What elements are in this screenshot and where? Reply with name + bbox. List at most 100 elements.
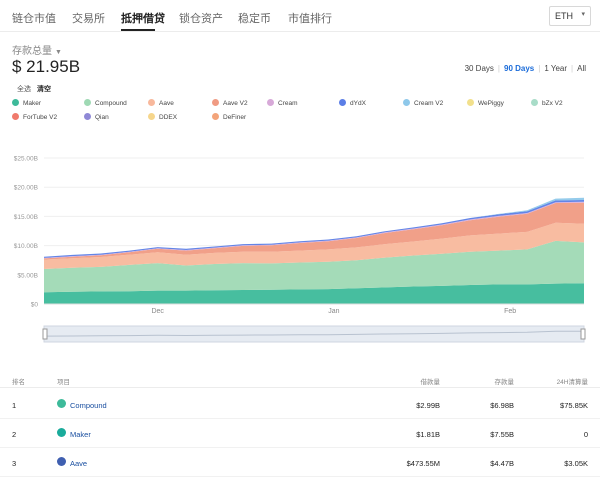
row-deposit: $6.98B	[490, 401, 514, 410]
legend-item-aave-v2[interactable]: Aave V2	[212, 99, 248, 108]
legend-dot-icon	[12, 99, 19, 106]
top-nav: 链仓市值 交易所 抵押借贷 锁仓资产 稳定币 市值排行 ETH ▾	[0, 0, 600, 32]
legend-dot-icon	[467, 99, 474, 106]
row-liquidation: 0	[583, 430, 588, 439]
range-separator: |	[538, 64, 541, 73]
legend-item-wepiggy[interactable]: WePiggy	[467, 99, 504, 108]
range-all[interactable]: All	[577, 64, 586, 73]
legend-item-cream-v2[interactable]: Cream V2	[403, 99, 443, 108]
legend-label: DDEX	[159, 114, 178, 121]
active-tab-indicator	[121, 29, 155, 31]
legend-item-dydx[interactable]: dYdX	[339, 99, 366, 108]
range-separator: |	[571, 64, 574, 73]
metric-dropdown[interactable]: 存款总量 ▼	[12, 42, 62, 57]
x-tick-label: Feb	[504, 308, 516, 315]
legend-item-bzx-v2[interactable]: bZx V2	[531, 99, 563, 108]
y-tick-label: $0	[31, 302, 39, 309]
header-deposit[interactable]: 存款量	[494, 379, 515, 386]
x-tick-label: Dec	[151, 308, 164, 315]
range-30-days[interactable]: 30 Days	[464, 64, 494, 73]
row-rank: 1	[12, 401, 17, 410]
project-link[interactable]: Compound	[70, 401, 107, 410]
legend-dot-icon	[148, 113, 155, 120]
row-deposit: $4.47B	[490, 459, 514, 468]
legend-item-maker[interactable]: Maker	[12, 99, 41, 108]
legend-label: Cream V2	[414, 100, 444, 107]
series-area-aave	[44, 222, 584, 269]
row-borrow: $473.55M	[406, 459, 440, 468]
y-tick-label: $20.00B	[14, 185, 38, 192]
tab-chain-market-cap[interactable]: 链仓市值	[12, 13, 56, 25]
legend-label: Cream	[278, 100, 298, 107]
tab-locked-assets[interactable]: 锁仓资产	[179, 13, 223, 25]
tab-exchanges[interactable]: 交易所	[72, 13, 105, 25]
table-header: 排名 项目 借款量 存款量 24H清算量	[0, 368, 600, 388]
y-tick-label: $10.00B	[14, 243, 38, 250]
row-liquidation: $3.05K	[564, 459, 588, 468]
project-link[interactable]: Aave	[70, 459, 88, 468]
legend-dot-icon	[84, 113, 91, 120]
series-area-compound	[44, 240, 584, 293]
legend-label: WePiggy	[478, 100, 504, 107]
clear-button[interactable]: 清空	[37, 86, 51, 93]
series-area-aave-v2	[44, 202, 584, 260]
tab-stablecoins[interactable]: 稳定币	[238, 13, 271, 25]
row-liquidation: $75.85K	[560, 401, 588, 410]
maker-icon	[57, 428, 66, 437]
legend-item-qian[interactable]: Qian	[84, 113, 109, 122]
legend-dot-icon	[339, 99, 346, 106]
legend-label: Maker	[23, 100, 42, 107]
range-90-days[interactable]: 90 Days	[504, 64, 535, 73]
legend-label: bZx V2	[542, 100, 563, 107]
table-row[interactable]: 2 Maker $1.81B $7.55B 0	[0, 419, 600, 448]
navigator-left-handle[interactable]	[42, 328, 48, 340]
legend-label: Aave	[159, 100, 174, 107]
project-link[interactable]: Maker	[70, 430, 91, 439]
tab-market-cap-ranking[interactable]: 市值排行	[288, 13, 332, 25]
legend-dot-icon	[148, 99, 155, 106]
legend-dot-icon	[84, 99, 91, 106]
range-navigator	[43, 325, 585, 343]
legend-item-aave[interactable]: Aave	[148, 99, 174, 108]
select-all-button[interactable]: 全选	[17, 86, 31, 93]
header-borrow[interactable]: 借款量	[420, 379, 441, 386]
range-separator: |	[497, 64, 500, 73]
y-tick-label: $15.00B	[14, 214, 38, 221]
compound-icon	[57, 399, 66, 408]
metric-label: 存款总量	[12, 46, 52, 57]
row-rank: 2	[12, 430, 17, 439]
navigator-right-handle[interactable]	[580, 328, 586, 340]
header-liquidation[interactable]: 24H清算量	[556, 379, 588, 386]
legend-dot-icon	[212, 113, 219, 120]
navigator-sparkline	[43, 330, 584, 337]
legend-dot-icon	[531, 99, 538, 106]
legend-label: dYdX	[350, 100, 366, 107]
legend-item-fortube-v2[interactable]: ForTube V2	[12, 113, 57, 122]
legend-item-cream[interactable]: Cream	[267, 99, 298, 108]
y-tick-label: $5.00B	[17, 272, 38, 279]
chart-legend: Maker Compound Aave Aave V2 Cream dYdX Cream V…	[12, 99, 592, 127]
row-deposit: $7.55B	[490, 430, 514, 439]
aave-icon	[57, 457, 66, 466]
header-rank: 排名	[12, 379, 25, 386]
chain-select-value: ETH	[555, 11, 573, 21]
legend-item-ddex[interactable]: DDEX	[148, 113, 177, 122]
row-borrow: $2.99B	[416, 401, 440, 410]
x-tick-label: Jan	[328, 308, 339, 315]
range-1-year[interactable]: 1 Year	[544, 64, 568, 73]
legend-dot-icon	[403, 99, 410, 106]
legend-label: Qian	[95, 114, 109, 121]
header-project: 项目	[57, 379, 70, 386]
legend-item-definer[interactable]: DeFiner	[212, 113, 246, 122]
chain-select[interactable]: ETH ▾	[549, 6, 591, 26]
table-row[interactable]: 3 Aave $473.55M $4.47B $3.05K	[0, 448, 600, 477]
series-area-maker	[44, 283, 584, 304]
table-row[interactable]: 1 Compound $2.99B $6.98B $75.85K	[0, 390, 600, 419]
total-deposit-value: $ 21.95B	[12, 57, 81, 76]
time-range-selector: 30 Days | 90 Days | 1 Year | All	[461, 64, 586, 73]
row-rank: 3	[12, 459, 17, 468]
y-tick-label: $25.00B	[14, 156, 38, 163]
legend-item-compound[interactable]: Compound	[84, 99, 127, 108]
tab-lending[interactable]: 抵押借贷	[121, 13, 165, 25]
deposit-area-chart: $0 $5.00B $10.00B $15.00B $20.00B $25.00B Dec J…	[14, 156, 586, 343]
